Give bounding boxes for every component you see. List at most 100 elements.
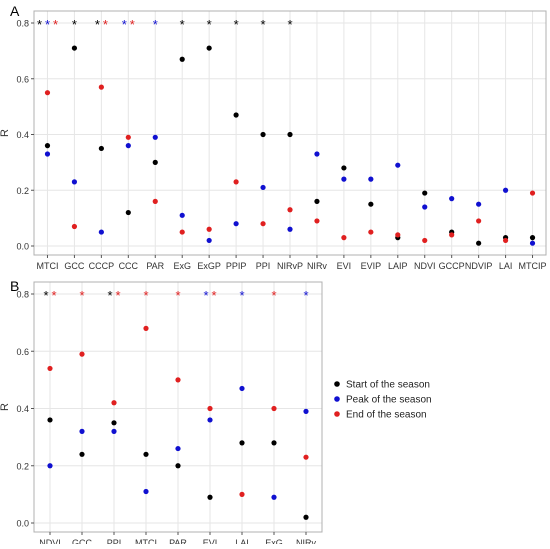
data-point-start	[207, 494, 213, 500]
data-point-end	[271, 405, 277, 412]
significance-star-start: *	[37, 17, 42, 32]
significance-star-end: *	[143, 288, 148, 303]
significance-star-peak: *	[203, 288, 208, 303]
data-point-start	[152, 159, 158, 165]
x-tick-label: EVI	[203, 538, 218, 544]
legend-item-start: Start of the season	[334, 380, 430, 391]
data-point-peak	[111, 428, 117, 434]
data-point-start	[175, 463, 181, 469]
data-point-peak	[271, 494, 277, 500]
data-point-peak	[143, 488, 149, 495]
data-point-end	[395, 232, 401, 238]
significance-star-start: *	[43, 288, 48, 303]
significance-star-peak: *	[122, 17, 127, 32]
data-point-peak	[260, 184, 266, 191]
data-point-peak	[207, 417, 213, 423]
x-tick-label: EVIP	[361, 261, 382, 271]
y-tick-label: 0.6	[16, 347, 29, 357]
data-point-start	[47, 417, 53, 423]
legend-item-end: End of the season	[334, 410, 427, 421]
x-tick-label: LAI	[235, 538, 249, 544]
data-point-end	[152, 198, 158, 204]
data-point-end	[260, 221, 266, 227]
data-point-end	[44, 90, 51, 96]
significance-star-start: *	[287, 17, 292, 32]
data-point-start	[179, 56, 185, 62]
data-point-start	[476, 240, 482, 246]
data-point-end	[79, 351, 85, 357]
data-point-end	[476, 218, 482, 224]
data-point-peak	[79, 428, 85, 434]
significance-star-end: *	[115, 288, 120, 303]
significance-star-start: *	[234, 17, 239, 32]
significance-star-start: *	[72, 17, 77, 32]
significance-star-end: *	[53, 17, 58, 32]
data-point-peak	[395, 162, 401, 168]
panel-label: A	[10, 3, 20, 19]
data-point-start	[239, 440, 245, 446]
y-tick-label: 0.2	[16, 186, 29, 196]
data-point-end	[341, 235, 347, 241]
data-point-peak	[449, 196, 455, 202]
significance-star-start: *	[261, 17, 266, 32]
data-point-peak	[287, 226, 293, 232]
x-tick-label: MTCIP	[519, 261, 547, 271]
x-tick-label: EVI	[337, 261, 352, 271]
data-point-start	[260, 131, 266, 138]
data-point-peak	[239, 385, 245, 392]
data-point-peak	[529, 240, 536, 246]
x-tick-label: MTCI	[36, 261, 58, 271]
y-tick-label: 0.2	[16, 461, 29, 471]
legend-marker-peak	[334, 396, 340, 402]
data-point-start	[98, 145, 104, 152]
data-point-end	[175, 377, 181, 383]
data-point-start	[303, 514, 309, 520]
chart-panel-a: A 0.0 0.2 0.4 0.6 0.8 R MTCI GCC CCCP CCC PAR ExG ExG…	[0, 3, 547, 271]
y-tick-label: 0.8	[16, 290, 29, 300]
x-tick-label: ExGP	[197, 261, 221, 271]
data-point-end	[207, 405, 213, 412]
data-point-start	[125, 209, 131, 216]
significance-star-start: *	[180, 17, 185, 32]
y-tick-label: 0.6	[16, 74, 29, 84]
x-tick-label: NDVI	[39, 538, 61, 544]
significance-star-end: *	[211, 288, 216, 303]
legend: Start of the season Peak of the season End…	[334, 380, 432, 421]
significance-star-end: *	[79, 288, 84, 303]
data-point-peak	[422, 204, 428, 210]
data-point-end	[502, 237, 509, 244]
x-tick-label: NDVIP	[465, 261, 493, 271]
data-point-peak	[47, 463, 53, 469]
data-point-start	[111, 420, 117, 426]
data-point-start	[271, 440, 277, 446]
data-point-peak	[476, 201, 482, 207]
data-point-peak	[175, 445, 181, 452]
x-tick-label: NDVI	[414, 261, 436, 271]
significance-star-peak: *	[303, 288, 308, 303]
x-tick-label: LAIP	[388, 261, 408, 271]
data-point-end	[368, 229, 374, 235]
data-point-peak	[233, 221, 239, 227]
x-tick-label: MTCI	[135, 538, 157, 544]
x-tick-label: PAR	[169, 538, 187, 544]
data-point-end	[71, 223, 78, 230]
significance-star-end: *	[103, 17, 108, 32]
x-tick-label: PPIP	[226, 261, 247, 271]
y-tick-label: 0.8	[16, 19, 29, 29]
x-tick-label: ExG	[265, 538, 283, 544]
data-point-peak	[152, 134, 158, 140]
significance-star-peak: *	[45, 17, 50, 32]
data-point-end	[125, 134, 131, 140]
data-point-end	[47, 365, 53, 372]
data-point-start	[44, 143, 51, 149]
y-tick-label: 0.0	[16, 519, 29, 529]
data-point-start	[422, 190, 428, 196]
data-point-start	[287, 131, 293, 138]
data-point-start	[368, 201, 374, 207]
x-tick-label: GCCP	[439, 261, 465, 271]
data-point-peak	[125, 143, 131, 149]
data-point-end	[529, 190, 536, 196]
chart-panel-b: B 0.0 0.2 0.4 0.6 0.8 R NDVI GCC PPI MTCI PAR EVI LAI…	[0, 278, 323, 548]
data-point-peak	[368, 176, 374, 182]
